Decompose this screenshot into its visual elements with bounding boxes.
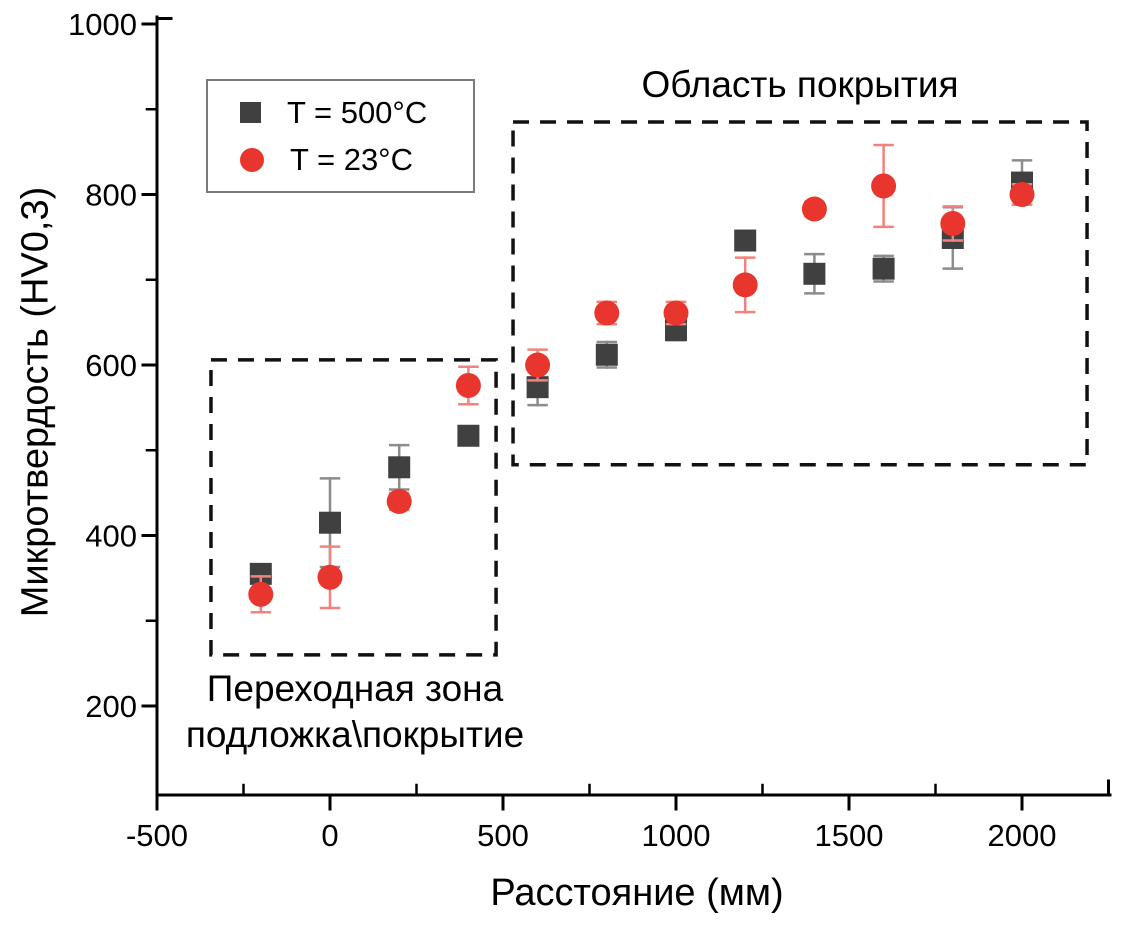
data-point-circle <box>248 581 274 607</box>
annotation-transition-line1: Переходная зона <box>206 668 504 709</box>
transition-zone-box <box>209 358 498 657</box>
legend-item-23c: T = 23°C <box>240 142 473 178</box>
x-tick-label: 0 <box>321 818 338 853</box>
x-tick-label: 500 <box>477 818 529 853</box>
y-axis-title: Микротвердость (HV0,3) <box>14 186 57 618</box>
data-point-circle <box>732 272 758 298</box>
legend: T = 500°C T = 23°C <box>206 79 475 193</box>
annotation-transition-zone: Переходная зона подложка\покрытие <box>165 666 545 758</box>
coating-region-box <box>511 120 1089 467</box>
data-point-square <box>526 376 549 399</box>
data-point-square <box>249 562 272 585</box>
legend-label-23c: T = 23°C <box>290 141 413 177</box>
y-tick-label: 800 <box>85 178 137 213</box>
data-point-square <box>734 229 757 252</box>
legend-item-500c: T = 500°C <box>240 95 473 131</box>
data-point-square <box>803 262 826 285</box>
y-tick-label: 1000 <box>68 7 137 42</box>
data-point-circle <box>317 564 343 590</box>
annotation-coating-region: Область покрытия <box>641 64 959 105</box>
y-tick-label: 200 <box>85 689 137 724</box>
data-point-circle <box>871 173 897 199</box>
data-point-circle <box>1009 182 1035 207</box>
data-point-square <box>595 343 618 366</box>
square-marker-icon <box>240 102 261 123</box>
data-point-circle <box>594 300 620 326</box>
data-point-circle <box>663 300 689 326</box>
x-tick-label: -500 <box>126 818 188 853</box>
data-point-square <box>319 511 341 534</box>
data-point-circle <box>801 196 827 222</box>
y-tick-label: 600 <box>85 348 137 383</box>
data-point-square <box>388 456 411 479</box>
x-axis-title: Расстояние (мм) <box>490 872 784 914</box>
x-tick-label: 1000 <box>642 818 711 853</box>
y-tick-label: 400 <box>85 519 137 554</box>
data-point-circle <box>386 488 412 514</box>
data-point-square <box>872 257 895 280</box>
annotation-transition-line2: подложка\покрытие <box>185 714 525 755</box>
data-point-square <box>457 424 480 447</box>
circle-marker-icon <box>240 147 264 172</box>
data-point-circle <box>940 210 966 236</box>
legend-label-500c: T = 500°C <box>287 94 428 130</box>
x-tick-label: 1500 <box>815 818 884 853</box>
data-point-circle <box>525 352 551 378</box>
data-point-circle <box>455 372 481 398</box>
x-tick-label: 2000 <box>988 818 1057 853</box>
